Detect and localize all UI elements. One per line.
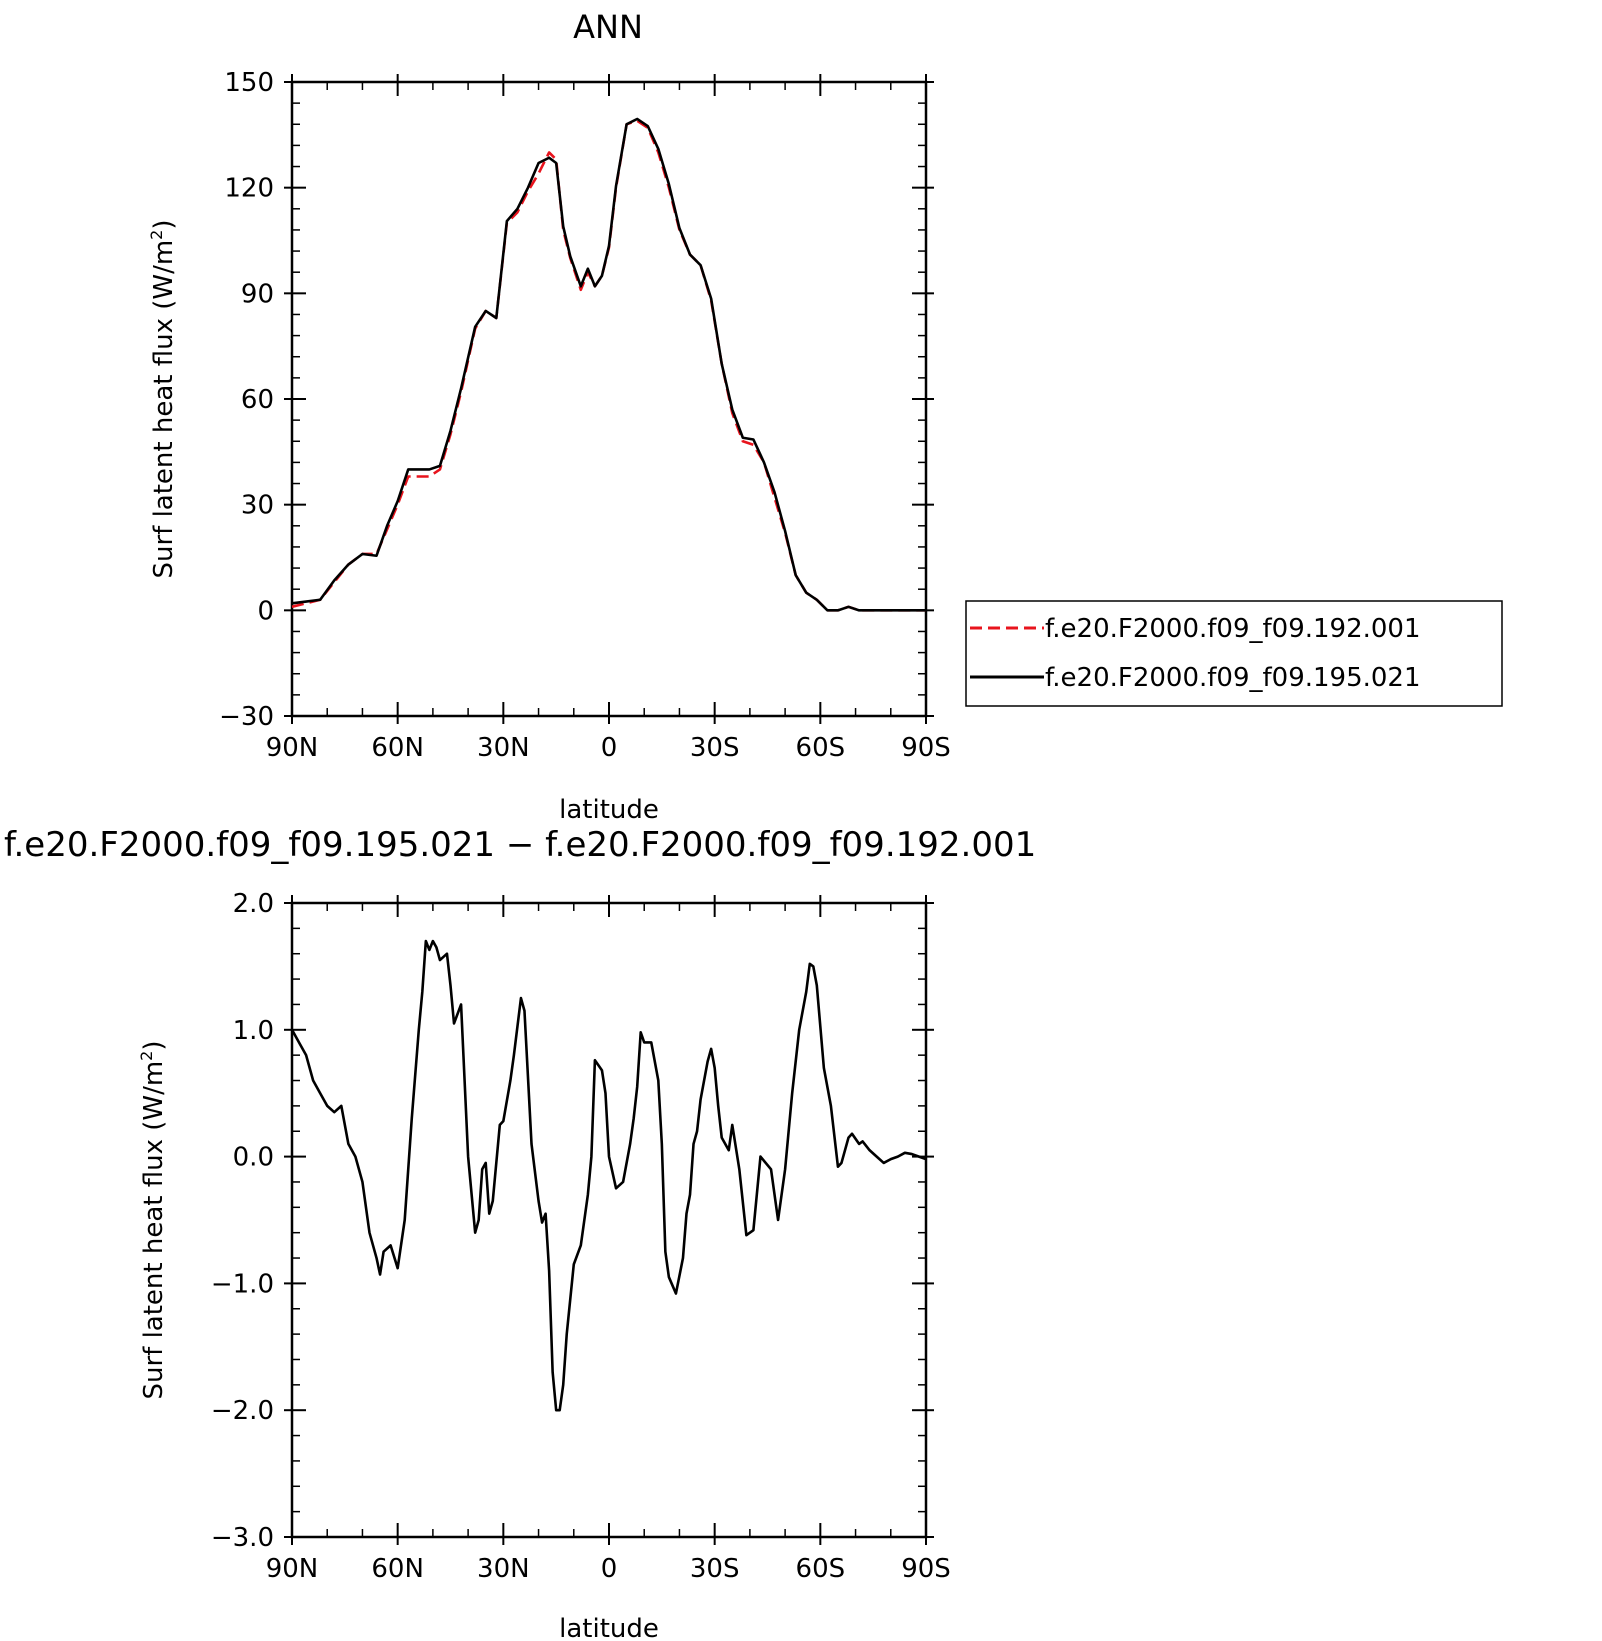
top-x-axis: 90N 60N 30N 0 30S 60S 90S — [266, 74, 951, 763]
x-tick-label: 90N — [266, 733, 319, 763]
x-tick-label: 90S — [901, 733, 951, 763]
series-line-0 — [290, 939, 927, 1412]
y-tick-label: −3.0 — [211, 1523, 274, 1553]
x-tick-label: 60S — [796, 1554, 846, 1584]
x-tick-label: 90S — [901, 1554, 951, 1584]
top-y-axis: −30 0 30 60 90 120 150 — [219, 68, 934, 732]
legend-label-0: f.e20.F2000.f09_f09.192.001 — [1045, 614, 1421, 644]
x-tick-label: 0 — [601, 733, 618, 763]
y-tick-label: 0.0 — [233, 1143, 274, 1173]
bottom-series — [290, 939, 927, 1412]
x-tick-label: 30N — [477, 733, 530, 763]
y-tick-label: −2.0 — [211, 1396, 274, 1426]
bottom-panel: f.e20.F2000.f09_f09.195.021 − f.e20.F200… — [4, 825, 1036, 1641]
top-y-axis-label: Surf latent heat flux (W/m2) — [147, 219, 179, 578]
y-tick-label: 0 — [257, 596, 274, 626]
y-tick-label: 120 — [224, 174, 274, 204]
bottom-y-axis: −3.0 −2.0 −1.0 0.0 1.0 2.0 — [211, 889, 934, 1553]
x-tick-label: 30S — [690, 1554, 740, 1584]
top-chart-title: ANN — [573, 8, 643, 46]
y-tick-label: 1.0 — [233, 1016, 274, 1046]
top-legend: f.e20.F2000.f09_f09.192.001 f.e20.F2000.… — [965, 600, 1503, 707]
y-tick-label: 150 — [224, 68, 274, 98]
x-tick-label: 90N — [266, 1554, 319, 1584]
x-tick-label: 60N — [371, 1554, 424, 1584]
y-tick-label: 90 — [241, 279, 274, 309]
x-tick-label: 60N — [371, 733, 424, 763]
y-tick-label: 60 — [241, 385, 274, 415]
x-tick-label: 0 — [601, 1554, 618, 1584]
y-tick-label: −1.0 — [211, 1269, 274, 1299]
bottom-chart-title: f.e20.F2000.f09_f09.195.021 − f.e20.F200… — [4, 825, 1036, 865]
x-tick-label: 60S — [796, 733, 846, 763]
top-panel: ANN 90N 60N 30N 0 30S 60S 90S −30 0 30 60 90 120 150… — [147, 8, 1503, 825]
top-x-axis-label: latitude — [559, 795, 659, 825]
top-series — [291, 117, 926, 612]
legend-box — [965, 600, 1503, 707]
x-tick-label: 30S — [690, 733, 740, 763]
legend-label-1: f.e20.F2000.f09_f09.195.021 — [1045, 663, 1421, 693]
series-line-1 — [291, 117, 926, 612]
y-tick-label: 30 — [241, 491, 274, 521]
y-tick-label: 2.0 — [233, 889, 274, 919]
bottom-x-axis-label: latitude — [559, 1614, 659, 1641]
y-tick-label: −30 — [219, 702, 274, 732]
bottom-x-axis: 90N 60N 30N 0 30S 60S 90S — [266, 895, 951, 1584]
bottom-y-axis-label: Surf latent heat flux (W/m2) — [137, 1040, 169, 1399]
x-tick-label: 30N — [477, 1554, 530, 1584]
